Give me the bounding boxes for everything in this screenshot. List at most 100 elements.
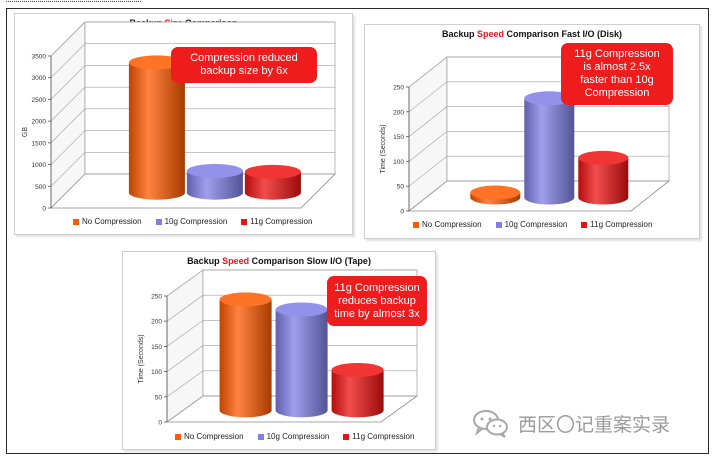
y-tick-label: 1000 [32,162,47,169]
backup-speed-disk-chart: Backup Speed Comparison Fast I/O (Disk) … [364,24,700,239]
legend-label: 10g Compression [164,217,228,226]
callout-box: Compression reduced backup size by 6x [171,47,317,83]
y-tick-label: 2000 [32,119,47,126]
legend-label: 10g Compression [504,220,568,229]
bar-3 [578,150,629,205]
wechat-icon [473,410,508,438]
legend-item: 11g Compression [343,432,414,441]
gridline [50,21,335,57]
y-tick-label: 150 [151,344,162,351]
y-tick-label: 200 [393,109,404,116]
bar-2 [524,91,575,205]
gridline [50,130,335,165]
bar-1 [470,185,521,205]
bar-body [524,98,575,205]
gridline [408,106,669,137]
bar-body [578,157,629,205]
title-text: Comparison Fast I/O (Disk) [504,29,623,39]
side-wall [166,269,204,423]
gridline [50,43,335,78]
legend-item: 10g Compression [155,217,228,226]
y-tick-label: 150 [393,134,404,141]
bar-1 [128,55,185,200]
backup-size-chart: Backup Size Comparison 05001000150020002… [14,13,353,235]
bar-top [186,163,243,178]
legend-swatch [155,218,162,225]
legend-label: 11g Compression [590,220,653,229]
bar-top [128,55,185,70]
y-tick-label: 3500 [32,54,47,61]
legend-label: No Compression [422,220,482,229]
legend-label: No Compression [82,217,142,226]
chart-legend: No Compression 10g Compression 11g Compr… [413,220,652,229]
watermark: 西区〇记重案实录 [472,408,670,438]
y-tick-label: 50 [397,184,405,191]
chart-legend: No Compression 10g Compression 11g Compr… [175,432,414,441]
legend-swatch [241,218,248,225]
bar-3 [331,362,384,418]
bar-body [244,171,301,200]
legend-swatch [413,221,419,228]
gridline [50,108,335,144]
y-axis-label: GB [22,127,29,137]
legend-swatch [495,221,502,228]
title-highlight: Speed [222,256,250,266]
y-tick-label: 3000 [32,75,47,82]
callout-box: 11g Compression reduces backup time by a… [327,276,427,326]
legend-label: 11g Compression [250,217,313,226]
backup-speed-tape-chart: Backup Speed Comparison Slow I/O (Tape) … [122,251,436,450]
gridline [408,131,669,162]
title-highlight: Speed [476,29,504,39]
legend-label: No Compression [184,432,244,441]
y-tick-label: 500 [35,184,46,191]
y-axis-label: Time (Seconds) [380,124,387,173]
bar-top [578,150,629,165]
legend-swatch [581,221,588,228]
bar-body [186,170,243,200]
gridline [50,151,335,187]
legend-item: 11g Compression [581,220,652,229]
y-tick-label: 0 [42,206,46,213]
legend-item: 11g Compression [241,217,312,226]
bar-top [219,292,272,307]
gridline [50,86,335,122]
bar-top [331,362,384,377]
bar-2 [186,163,243,200]
legend-item: No Compression [413,220,482,229]
y-tick-label: 250 [393,85,404,92]
chart-legend: No Compression 10g Compression 11g Compr… [73,217,312,226]
title-text: Backup [441,29,477,39]
gridline [166,345,417,372]
chart-title: Backup Speed Comparison Slow I/O (Tape) [123,256,435,266]
gridline [166,269,417,297]
bar-top [244,164,301,179]
back-wall [84,21,336,175]
bar-body [128,62,185,200]
callout-box: 11g Compression is almost 2.5x faster th… [561,43,673,105]
bar-body [331,369,384,418]
legend-swatch [343,433,350,440]
legend-swatch [175,433,181,440]
title-text: Backup [187,256,223,266]
legend-item: No Compression [175,432,244,441]
bar-top [470,185,521,200]
legend-swatch [73,218,79,225]
bar-body [275,309,328,418]
bar-body [219,299,272,418]
chart-title: Backup Speed Comparison Fast I/O (Disk) [365,29,699,39]
y-tick-label: 100 [151,369,162,376]
legend-item: 10g Compression [495,220,568,229]
y-tick-label: 200 [151,319,162,326]
watermark-text: 西区〇记重案实录 [518,413,671,436]
bar-1 [219,292,272,418]
y-tick-label: 2500 [32,97,47,104]
y-tick-label: 0 [158,420,162,427]
y-tick-label: 100 [393,159,404,166]
title-text: Comparison Slow I/O (Tape) [249,256,371,266]
legend-item: No Compression [73,217,142,226]
top-dotted-line [6,1,141,2]
legend-swatch [257,433,264,440]
y-tick-label: 0 [400,209,404,216]
legend-item: 10g Compression [257,432,329,441]
bar-3 [244,164,301,200]
